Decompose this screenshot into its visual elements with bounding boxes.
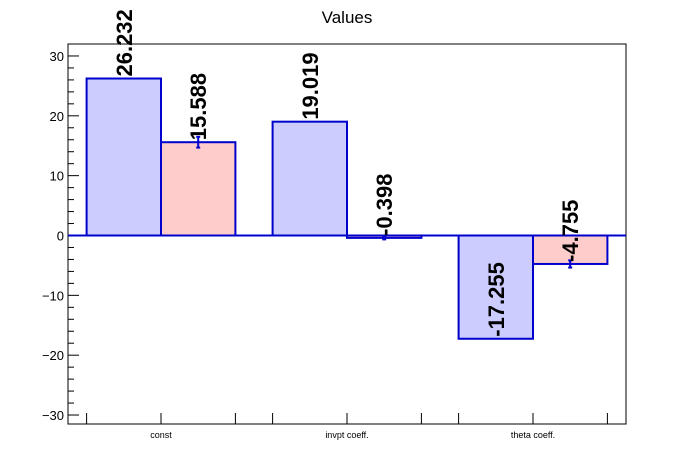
bar bbox=[160, 141, 237, 237]
data-label: 26.232 bbox=[112, 9, 137, 76]
category-label: invpt coeff. bbox=[325, 430, 368, 440]
data-label: -17.255 bbox=[484, 262, 509, 337]
y-tick-label: 30 bbox=[50, 49, 64, 64]
label-layer: 26.232 19.019 -17.255 15.588 -0.398 -4.755 bbox=[112, 9, 583, 337]
category-label: theta coeff. bbox=[511, 430, 555, 440]
y-tick-label: 10 bbox=[50, 169, 64, 184]
bar bbox=[271, 120, 349, 237]
data-label: -0.398 bbox=[372, 173, 397, 235]
bar-layer bbox=[68, 77, 626, 340]
bar bbox=[85, 77, 162, 237]
data-label: 15.588 bbox=[186, 73, 211, 140]
bar bbox=[457, 234, 535, 340]
y-tick-label: 20 bbox=[50, 109, 64, 124]
data-label: 19.019 bbox=[298, 52, 323, 119]
y-tick-label: −20 bbox=[42, 348, 64, 363]
data-label: -4.755 bbox=[558, 200, 583, 262]
y-tick-label: 0 bbox=[57, 228, 64, 243]
chart-title: Values bbox=[322, 8, 373, 27]
category-label: const bbox=[150, 430, 172, 440]
y-tick-label: −10 bbox=[42, 288, 64, 303]
y-tick-label: −30 bbox=[42, 408, 64, 423]
axis-layer: −30 −20 −10 0 10 20 30 const invpt coeff. theta c… bbox=[42, 49, 608, 440]
